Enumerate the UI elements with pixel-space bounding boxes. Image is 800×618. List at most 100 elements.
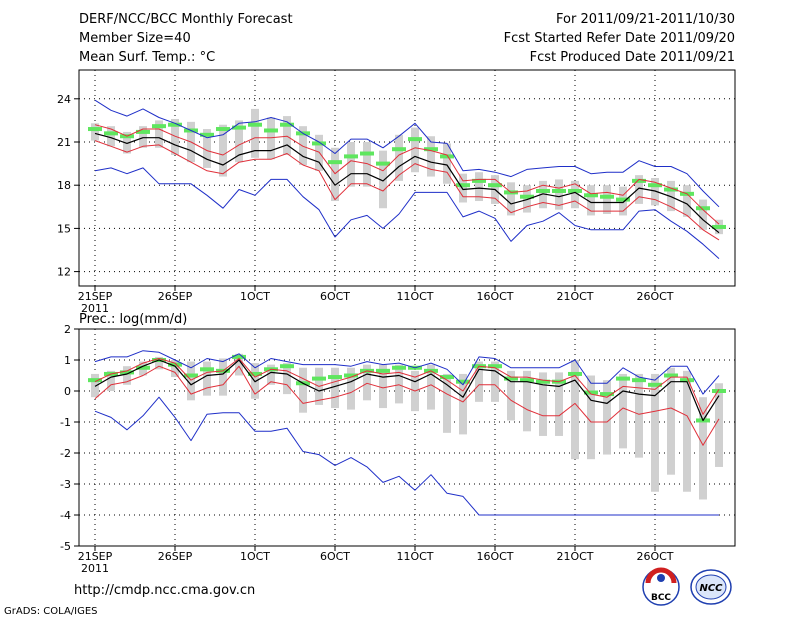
ensemble-mean-line bbox=[94, 132, 720, 234]
median-marker bbox=[664, 373, 678, 378]
y-tick-label: 1 bbox=[64, 354, 71, 367]
median-marker bbox=[696, 206, 710, 211]
lower-percentile-line bbox=[94, 365, 720, 446]
spread-bar bbox=[123, 366, 131, 385]
spread-bar bbox=[219, 124, 227, 177]
spread-bar bbox=[539, 372, 547, 436]
median-marker bbox=[392, 365, 406, 370]
header-variable: Mean Surf. Temp.: °C bbox=[79, 50, 215, 65]
median-marker bbox=[280, 364, 294, 369]
x-tick-label: 16OCT bbox=[476, 290, 513, 303]
x-year-label: 2011 bbox=[81, 562, 109, 575]
spread-bar bbox=[715, 383, 723, 467]
spread-bar bbox=[155, 356, 163, 370]
spread-bar bbox=[475, 172, 483, 202]
spread-bar bbox=[555, 372, 563, 436]
median-marker bbox=[344, 154, 358, 159]
header-start-date: Fcst Started Refer Date 2011/09/20 bbox=[504, 31, 735, 46]
y-tick-label: -1 bbox=[60, 416, 71, 429]
median-marker bbox=[680, 378, 694, 383]
spread-bar bbox=[91, 373, 99, 398]
spread-bar bbox=[235, 120, 243, 163]
x-tick-label: 21OCT bbox=[556, 290, 593, 303]
spread-bar bbox=[235, 353, 243, 376]
spread-bar bbox=[171, 118, 179, 155]
spread-bar bbox=[267, 117, 275, 160]
y-tick-label: -5 bbox=[60, 540, 71, 553]
median-marker bbox=[424, 147, 438, 152]
spread-bar bbox=[683, 185, 691, 217]
spread-bar bbox=[331, 147, 339, 202]
median-marker bbox=[376, 161, 390, 166]
spread-bar bbox=[635, 373, 643, 458]
spread-bar bbox=[107, 126, 115, 147]
median-marker bbox=[520, 194, 534, 199]
minimum-line bbox=[94, 396, 719, 516]
median-marker bbox=[120, 370, 134, 375]
y-tick-label: 0 bbox=[64, 385, 71, 398]
median-marker bbox=[232, 354, 246, 359]
spread-bar bbox=[699, 397, 707, 500]
median-marker bbox=[360, 151, 374, 156]
median-marker bbox=[328, 375, 342, 380]
spread-bar bbox=[443, 143, 451, 184]
x-tick-label: 6OCT bbox=[320, 550, 350, 563]
median-marker bbox=[632, 378, 646, 383]
spread-bar bbox=[475, 361, 483, 402]
spread-bar bbox=[203, 129, 211, 168]
spread-bar bbox=[283, 363, 291, 395]
ncc-logo: NCC bbox=[690, 569, 732, 605]
lower-percentile-line bbox=[94, 140, 720, 241]
spread-bar bbox=[267, 364, 275, 385]
spread-bar bbox=[171, 360, 179, 378]
ensemble-mean-line bbox=[94, 359, 720, 422]
spread-bar bbox=[379, 150, 387, 209]
spread-bar bbox=[395, 134, 403, 181]
x-tick-label: 16OCT bbox=[476, 550, 513, 563]
x-tick-label: 21SEP bbox=[78, 550, 113, 563]
y-tick-label: -4 bbox=[60, 509, 71, 522]
median-marker bbox=[328, 160, 342, 165]
spread-bar bbox=[507, 370, 515, 421]
y-tick-label: 15 bbox=[57, 222, 71, 235]
x-tick-label: 21SEP bbox=[78, 290, 113, 303]
spread-bar bbox=[619, 373, 627, 449]
spread-bar bbox=[347, 142, 355, 187]
median-marker bbox=[152, 124, 166, 129]
median-marker bbox=[168, 122, 182, 127]
x-tick-label: 6OCT bbox=[320, 290, 350, 303]
temperature-panel: 12 15 18 21 24 21SEP 26SEP 1OCT 6OCT 11OCT 16OCT 21… bbox=[57, 69, 736, 315]
x-tick-label: 21OCT bbox=[556, 550, 593, 563]
median-marker bbox=[456, 379, 470, 384]
spread-bar bbox=[491, 361, 499, 402]
spread-bar bbox=[107, 370, 115, 391]
median-marker bbox=[600, 392, 614, 397]
spread-bar bbox=[459, 373, 467, 435]
median-marker bbox=[536, 188, 550, 193]
median-marker bbox=[600, 194, 614, 199]
footer-url[interactable]: http://cmdp.ncc.cma.gov.cn bbox=[74, 583, 255, 598]
spread-bar bbox=[699, 199, 707, 230]
upper-percentile-line bbox=[94, 124, 720, 225]
median-marker bbox=[136, 365, 150, 370]
y-tick-label: 18 bbox=[57, 179, 71, 192]
y-tick-label: 12 bbox=[57, 266, 71, 279]
x-tick-label: 11OCT bbox=[396, 290, 433, 303]
maximum-line bbox=[94, 99, 720, 208]
median-marker bbox=[648, 382, 662, 387]
spread-bar bbox=[395, 364, 403, 404]
spread-bar bbox=[539, 180, 547, 209]
median-marker bbox=[392, 147, 406, 152]
median-marker bbox=[216, 127, 230, 132]
spread-bar bbox=[155, 120, 163, 148]
y-tick-label: -2 bbox=[60, 447, 71, 460]
x-tick-label: 1OCT bbox=[240, 550, 270, 563]
maximum-line bbox=[94, 350, 720, 395]
median-marker bbox=[520, 378, 534, 383]
spread-bar bbox=[587, 375, 595, 460]
spread-bar bbox=[667, 367, 675, 475]
spread-bar bbox=[139, 126, 147, 148]
spread-bar bbox=[683, 370, 691, 492]
y-tick-label: 21 bbox=[57, 136, 71, 149]
bcc-logo: BCC bbox=[642, 567, 680, 606]
